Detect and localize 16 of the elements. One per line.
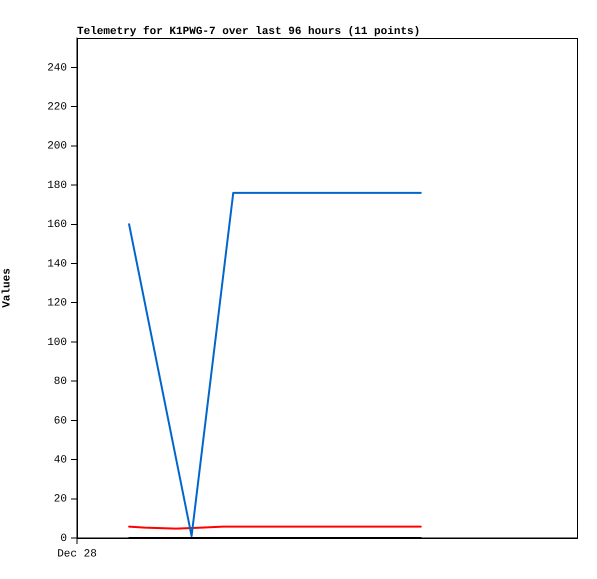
x-tick-label: Dec 28 <box>57 548 97 561</box>
y-tick-label: 80 <box>54 376 67 388</box>
y-tick-label: 140 <box>47 258 67 270</box>
y-tick-label: 20 <box>54 494 67 506</box>
y-tick-label: 160 <box>47 219 67 232</box>
y-tick-label: 180 <box>47 180 67 192</box>
y-tick-label: 240 <box>47 62 67 74</box>
y-tick-label: 220 <box>47 102 67 114</box>
y-tick-label: 40 <box>54 454 67 466</box>
y-tick-label: 0 <box>60 532 67 545</box>
y-tick-label: 60 <box>54 415 67 428</box>
y-tick-label: 120 <box>47 298 67 310</box>
y-tick-label: 200 <box>47 140 67 153</box>
y-axis-title: Values <box>1 268 14 308</box>
chart-title: Telemetry for K1PWG-7 over last 96 hours (11 points) <box>77 25 420 38</box>
y-tick-label: 100 <box>47 336 67 349</box>
